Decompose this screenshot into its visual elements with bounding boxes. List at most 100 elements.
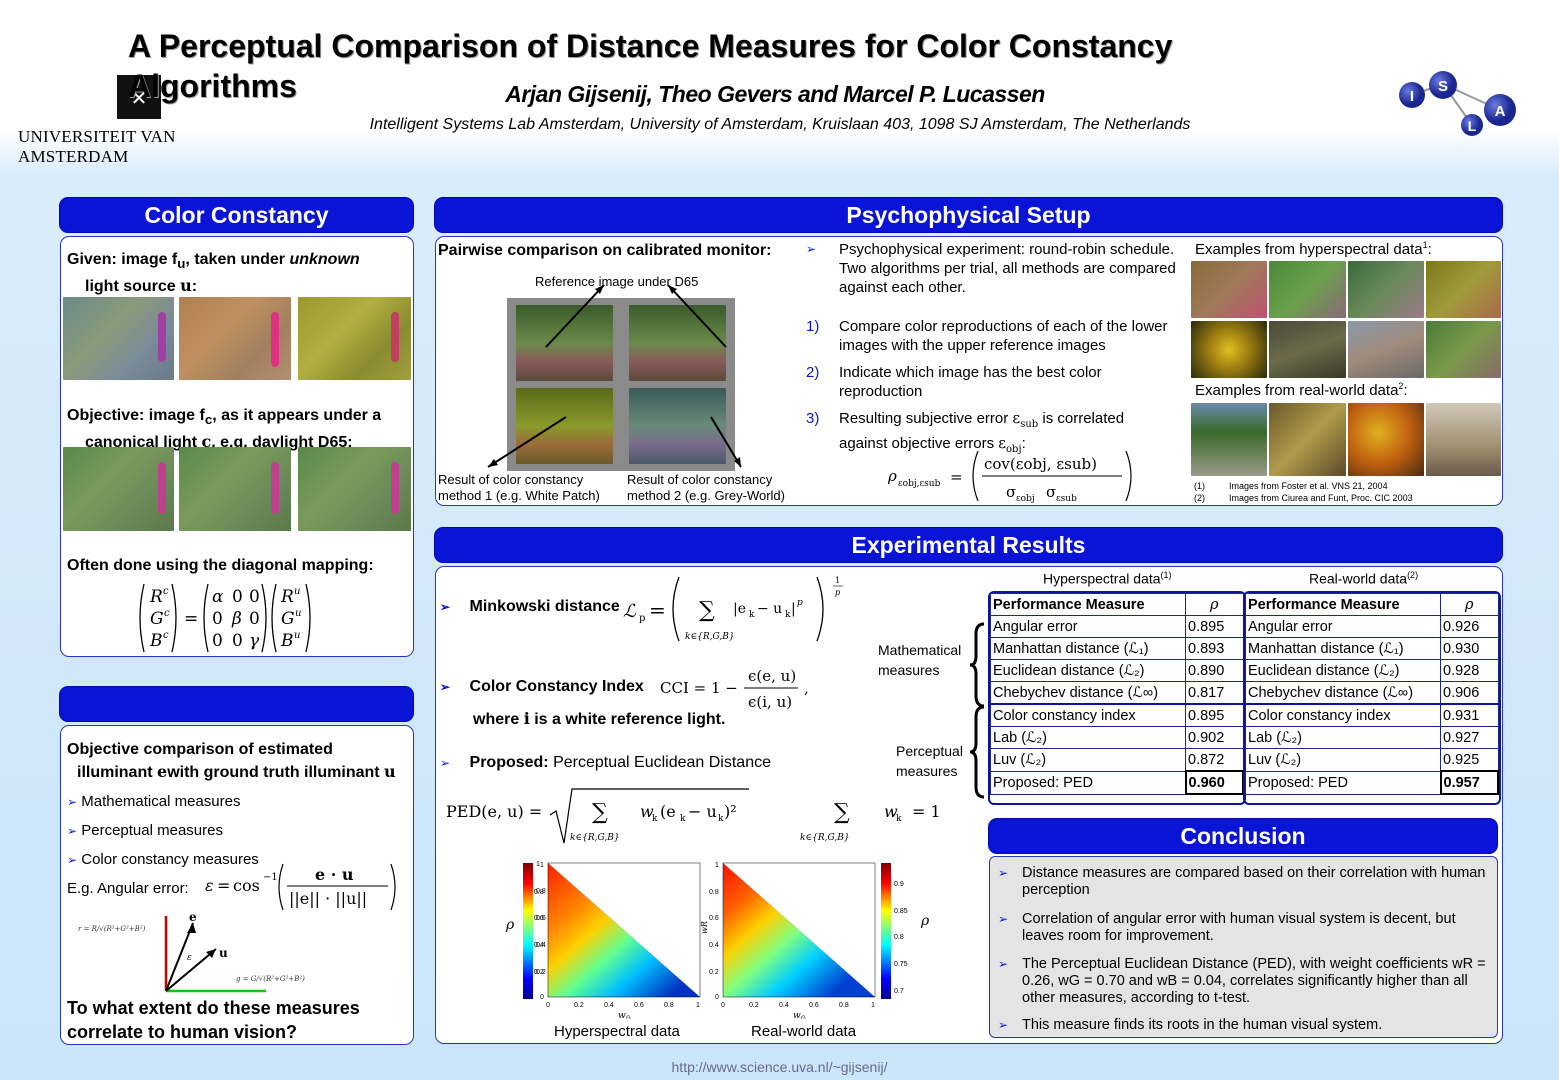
svg-text:0.4: 0.4: [779, 1002, 789, 1009]
footer-url[interactable]: http://www.science.uva.nl/~gijsenij/: [0, 1059, 1559, 1075]
svg-text:1: 1: [536, 861, 540, 868]
svg-text:✕: ✕: [131, 86, 148, 110]
svg-text:0.6: 0.6: [534, 915, 544, 922]
arrow-bullet-icon: ➢: [998, 866, 1009, 880]
arrow-bullet-icon: ➢: [440, 680, 451, 694]
svg-text:0.2: 0.2: [536, 969, 546, 976]
method1-image: [516, 388, 613, 464]
reference-image-right: [629, 305, 726, 381]
svg-text:R: R: [280, 587, 294, 607]
svg-text:0: 0: [212, 609, 223, 629]
rho-value-cell: 0.906: [1440, 681, 1499, 705]
svg-text:u: u: [294, 586, 300, 597]
svg-text:0: 0: [232, 631, 243, 651]
method2-image: [629, 388, 726, 464]
svg-text:1: 1: [715, 862, 719, 869]
svg-text:A: A: [1495, 103, 1506, 120]
svg-text:w: w: [640, 802, 654, 821]
table-row: Proposed: PED 0.960: [990, 770, 1244, 795]
uva-name: UNIVERSITEIT VAN AMSTERDAM: [18, 127, 176, 166]
hyperspectral-examples-label: Examples from hyperspectral data1:: [1195, 240, 1432, 258]
real-world-examples-label: Examples from real-world data2:: [1195, 381, 1408, 399]
hyper-example-4: [1426, 261, 1501, 318]
svg-text:c: c: [163, 586, 169, 597]
conclusion-panel: ➢ Distance measures are compared based on…: [989, 856, 1498, 1038]
homepage-link[interactable]: http://www.science.uva.nl/~gijsenij/: [671, 1059, 888, 1075]
svg-text:cos: cos: [233, 876, 260, 895]
unknown-light-image-1: [63, 297, 174, 380]
svg-text:B: B: [280, 631, 294, 651]
svg-text:0.85: 0.85: [894, 908, 908, 915]
minkowski-item: ➢ Minkowski distance: [440, 598, 620, 615]
poster-title: A Perceptual Comparison of Distance Meas…: [128, 28, 1173, 104]
svg-text:ϵ(e, u): ϵ(e, u): [748, 667, 796, 685]
svg-text:ρ: ρ: [887, 467, 897, 485]
rho-value-cell: 0.928: [1440, 659, 1499, 682]
measure-name-cell: Luv (ℒ₂): [1245, 748, 1441, 772]
table-row: Euclidean distance (ℒ₂) 0.928: [1245, 659, 1499, 682]
svg-text:u: u: [294, 630, 300, 641]
svg-text:∑: ∑: [592, 800, 608, 825]
correlation-equation: ρ εobj,εsub = cov(εobj, εsub) σ εobj σ εsub: [886, 447, 1146, 510]
table-row: Lab (ℒ₂) 0.927: [1245, 726, 1499, 749]
hyper-example-5: [1191, 321, 1267, 378]
table-row: Color constancy index 0.895: [990, 703, 1244, 727]
table-row: Luv (ℒ₂) 0.925: [1245, 748, 1499, 772]
reference-image-left: [516, 305, 613, 381]
plot2-invalid-region: [723, 863, 875, 997]
rho-value-cell: 0.927: [1440, 726, 1499, 749]
unknown-light-image-2: [179, 297, 291, 380]
measure-name-cell: Manhattan distance (ℒ₁): [990, 637, 1186, 660]
angular-error-equation: ε = cos −1 e · u ||e|| · ||u||: [203, 860, 403, 917]
table-row: Angular error 0.895: [990, 615, 1244, 638]
svg-text:0.8: 0.8: [839, 1002, 849, 1009]
svg-text:p: p: [797, 598, 803, 608]
svg-text:0: 0: [715, 994, 719, 1001]
svg-text:w: w: [884, 802, 898, 821]
brace-perceptual: [968, 705, 988, 804]
svg-text:PED(e, u) =: PED(e, u) =: [446, 802, 542, 821]
svg-text:0.7: 0.7: [894, 988, 904, 995]
measure-name-cell: Angular error: [990, 615, 1186, 638]
svg-text:g = G/√(R²+G²+B²): g = G/√(R²+G²+B²): [236, 975, 305, 983]
measure-name-cell: Color constancy index: [1245, 703, 1441, 727]
measure-name-cell: Color constancy index: [990, 703, 1186, 727]
svg-text:w: w: [793, 1011, 801, 1019]
svg-text:− u: − u: [688, 802, 717, 821]
svg-text:k: k: [718, 814, 724, 824]
svg-text:L: L: [1468, 118, 1477, 134]
setup-arrows: [487, 284, 742, 468]
svg-text:|: |: [791, 601, 796, 617]
svg-text:I: I: [1410, 88, 1414, 105]
measure-name-cell: Manhattan distance (ℒ₁): [1245, 637, 1441, 660]
svg-text:0.4: 0.4: [709, 942, 719, 949]
given-text: Given: image fu, taken under unknown lig…: [67, 251, 360, 296]
svg-text:(e: (e: [660, 802, 676, 821]
svg-text:wR: wR: [701, 921, 709, 934]
svg-text:0: 0: [249, 609, 260, 629]
reference-2: (2) Images from Ciurea and Funt, Proc. CI…: [1194, 493, 1413, 503]
svg-text:G: G: [801, 1016, 806, 1019]
setup-step-2: 2) Indicate which image has the best col…: [806, 364, 1102, 400]
arrow-bullet-icon: ➢: [440, 756, 451, 770]
hyper-example-8: [1426, 321, 1501, 378]
svg-text:G: G: [150, 609, 164, 629]
svg-text:= 1: = 1: [912, 802, 941, 821]
plot2-rho-label: ρ: [920, 913, 930, 929]
plot1-colorbar: [523, 863, 533, 999]
svg-text:0: 0: [721, 1002, 725, 1009]
measure-name-cell: Lab (ℒ₂): [990, 726, 1186, 749]
svg-text:w: w: [618, 1011, 626, 1019]
arrow-bullet-icon: ➢: [67, 824, 78, 838]
svg-text:||e|| · ||u||: ||e|| · ||u||: [289, 889, 367, 908]
measure-name-cell: Angular error: [1245, 615, 1441, 638]
column-header-measure: Performance Measure: [990, 593, 1186, 616]
measure-name-cell: Luv (ℒ₂): [990, 748, 1186, 772]
table-row: Lab (ℒ₂) 0.902: [990, 726, 1244, 749]
svg-text:0: 0: [232, 587, 243, 607]
conclusion-item-4: ➢ This measure finds its roots in the hum…: [998, 1017, 1383, 1033]
setup-step-3: 3) Resulting subjective error εsub is co…: [806, 409, 1125, 455]
uva-logo: ✕ UNIVERSITEIT VAN AMSTERDAM: [15, 72, 260, 166]
